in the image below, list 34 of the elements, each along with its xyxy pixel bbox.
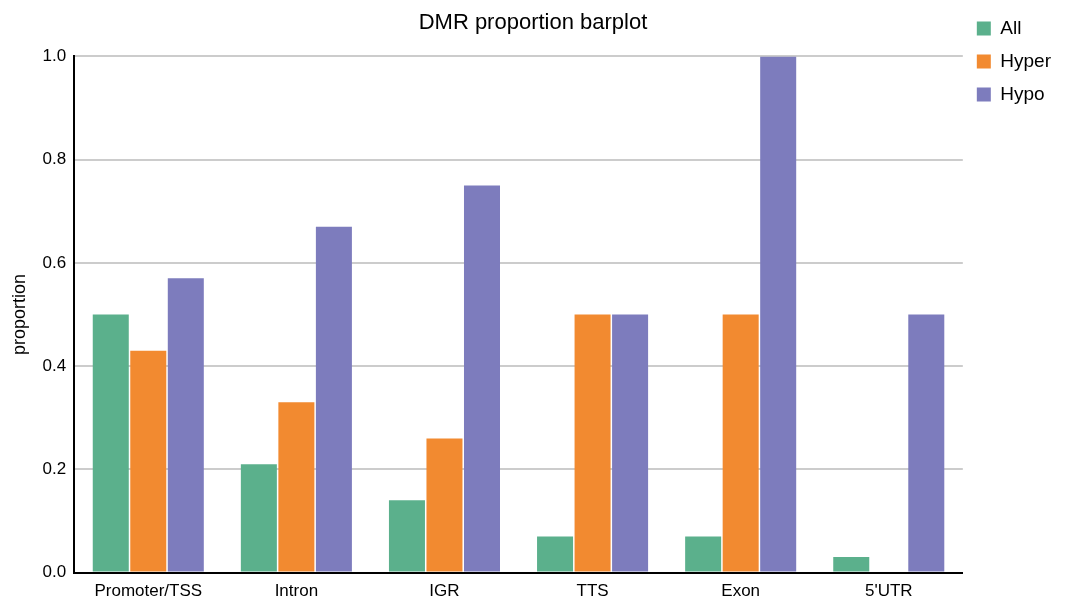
- y-tick-label: 0.0: [42, 562, 67, 582]
- bar: [722, 314, 759, 572]
- y-axis-title: proportion: [8, 273, 29, 356]
- bar: [278, 402, 315, 572]
- bar: [92, 314, 129, 572]
- bar: [388, 500, 425, 572]
- bar: [612, 314, 649, 572]
- y-tick-label: 1.0: [42, 46, 67, 66]
- bar: [463, 185, 500, 572]
- y-tick-label: 0.6: [42, 252, 67, 272]
- y-tick-label: 0.4: [42, 355, 67, 375]
- bar: [167, 278, 204, 572]
- x-tick-label: IGR: [429, 581, 460, 601]
- x-tick-label: Exon: [721, 581, 761, 601]
- bar: [833, 557, 870, 572]
- bar: [537, 536, 574, 572]
- bar: [315, 226, 352, 572]
- x-tick-label: 5'UTR: [864, 581, 913, 601]
- bar: [908, 314, 945, 572]
- bar: [240, 464, 277, 572]
- x-tick-label: Intron: [274, 581, 319, 601]
- bar: [426, 438, 463, 572]
- chart-title: DMR proportion barplot: [418, 9, 648, 35]
- legend-label: Hyper: [1000, 49, 1052, 71]
- legend-label: All: [1000, 16, 1022, 38]
- bar: [760, 56, 797, 572]
- y-tick-label: 0.2: [42, 459, 67, 479]
- bar: [574, 314, 611, 572]
- x-tick-label: TTS: [576, 581, 609, 601]
- legend-label: Hypo: [1000, 82, 1045, 104]
- x-tick-label: Promoter/TSS: [94, 581, 203, 601]
- bar: [685, 536, 722, 572]
- bar: [130, 350, 167, 572]
- y-tick-label: 0.8: [42, 149, 67, 169]
